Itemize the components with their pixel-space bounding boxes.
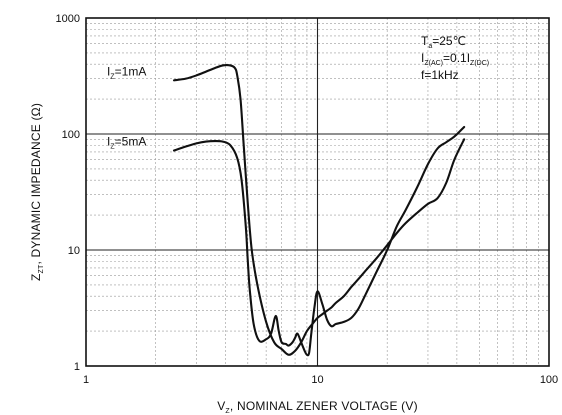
x-tick-label: 100 xyxy=(540,374,558,386)
test-conditions: Ta=25℃IZ(AC)=0.1IZ(DC)f=1kHz xyxy=(421,34,489,82)
y-tick-label: 1000 xyxy=(56,13,80,25)
curves xyxy=(172,64,466,357)
x-tick-label: 1 xyxy=(83,374,89,386)
y-tick-label: 10 xyxy=(68,245,80,257)
condition-part: =0.1I xyxy=(443,51,470,65)
condition-line-1: Ta=25℃ xyxy=(421,34,466,50)
series-label-1-main: I xyxy=(107,64,110,78)
x-axis-ticks: 1 10 100 xyxy=(83,374,558,386)
series-label-2-sub: Z xyxy=(110,144,115,151)
series-label-1-sub: Z xyxy=(110,73,115,80)
series-label-2: IZ=5mA xyxy=(107,135,146,151)
x-axis-title-main: V xyxy=(217,399,225,413)
x-axis-title-rest: , NOMINAL ZENER VOLTAGE (V) xyxy=(230,399,418,413)
condition-part: I xyxy=(421,51,424,65)
axis-titles: VZ, NOMINAL ZENER VOLTAGE (V)ZZT, DYNAMI… xyxy=(29,103,418,415)
series-line-1 xyxy=(172,64,466,356)
y-axis-title-rest: , DYNAMIC IMPEDANCE (Ω) xyxy=(29,103,43,265)
y-axis-title-main: Z xyxy=(29,274,43,282)
condition-part: Z(AC) xyxy=(424,60,443,67)
condition-part: T xyxy=(421,34,429,48)
condition-line-2: IZ(AC)=0.1IZ(DC) xyxy=(421,51,489,67)
x-axis-title-sub: Z xyxy=(225,408,230,415)
plot-frame xyxy=(85,17,550,367)
series-label-2-rest: =5mA xyxy=(115,135,147,149)
y-axis-ticks: 1 10 100 1000 xyxy=(56,13,80,373)
condition-part: f=1kHz xyxy=(421,68,459,82)
series-line-2 xyxy=(172,125,466,357)
condition-part: a xyxy=(428,43,432,50)
series-label-2-main: I xyxy=(107,135,110,149)
y-axis-title: ZZT, DYNAMIC IMPEDANCE (Ω) xyxy=(29,103,45,281)
x-axis-title: VZ, NOMINAL ZENER VOLTAGE (V) xyxy=(217,399,418,415)
series-label-1: IZ=1mA xyxy=(107,64,146,80)
x-tick-label: 10 xyxy=(311,374,323,386)
series-label-1-rest: =1mA xyxy=(115,64,147,78)
condition-part: =25℃ xyxy=(432,34,466,48)
y-tick-label: 100 xyxy=(62,129,80,141)
condition-part: Z(DC) xyxy=(470,60,489,67)
grid xyxy=(86,18,549,366)
condition-line-3: f=1kHz xyxy=(421,68,459,82)
y-axis-title-sub: ZT xyxy=(38,264,45,273)
y-tick-label: 1 xyxy=(74,361,80,373)
